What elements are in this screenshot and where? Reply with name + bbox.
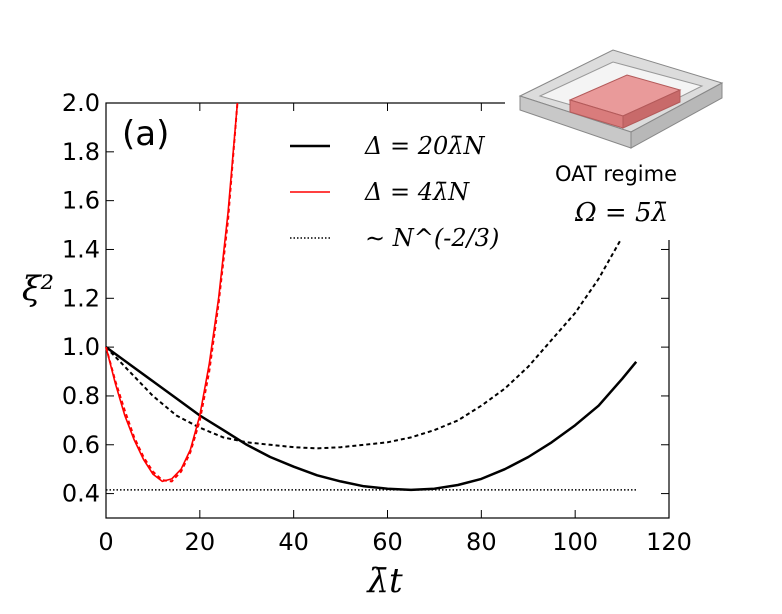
series-line-0 xyxy=(105,346,638,492)
x-tick-label: 40 xyxy=(278,528,309,556)
y-tick-label: 1.6 xyxy=(62,187,100,215)
inset-equation: Ω = 5λ̄ xyxy=(574,198,668,228)
series-layer xyxy=(105,102,638,492)
y-tick-label: 1.2 xyxy=(62,284,100,312)
x-tick-label: 100 xyxy=(552,528,598,556)
y-tick-label: 0.4 xyxy=(62,480,100,508)
y-axis-label: ξ² xyxy=(22,269,54,309)
inset-illustration: OAT regime Ω = 5λ̄ xyxy=(505,20,765,240)
y-tick-label: 0.6 xyxy=(62,431,100,459)
series-line-3 xyxy=(105,102,239,483)
panel-label: (a) xyxy=(122,114,169,154)
legend-label-3: ∼ N^(-2/3) xyxy=(365,224,499,252)
y-tick-label: 1.4 xyxy=(62,235,100,263)
series-line-1 xyxy=(105,212,638,450)
series-line-2 xyxy=(105,102,239,483)
ticks: 0 20 40 60 80 100 120 0.4 0.6 0.8 1.0 1.2 1.4 1.6 1.8 2… xyxy=(62,89,692,556)
inset-box-right xyxy=(622,89,681,129)
x-tick-label: 120 xyxy=(646,528,692,556)
legend: Δ = 20λ̄N Δ = 4λ̄N ∼ N^(-2/3) xyxy=(290,132,499,252)
y-tick-label: 0.8 xyxy=(62,382,100,410)
x-tick-label: 20 xyxy=(185,528,216,556)
y-tick-label: 2.0 xyxy=(62,89,100,117)
inset-frame-right-side xyxy=(630,82,723,149)
y-tick-label: 1.8 xyxy=(62,138,100,166)
legend-label-1: Δ = 20λ̄N xyxy=(364,132,485,160)
legend-label-2: Δ = 4λ̄N xyxy=(364,178,470,206)
x-tick-label: 80 xyxy=(466,528,497,556)
x-tick-label: 0 xyxy=(98,528,113,556)
y-tick-label: 1.0 xyxy=(62,333,100,361)
x-tick-label: 60 xyxy=(372,528,403,556)
x-axis-label: λ̄t xyxy=(365,561,403,601)
inset-caption: OAT regime xyxy=(555,162,677,186)
